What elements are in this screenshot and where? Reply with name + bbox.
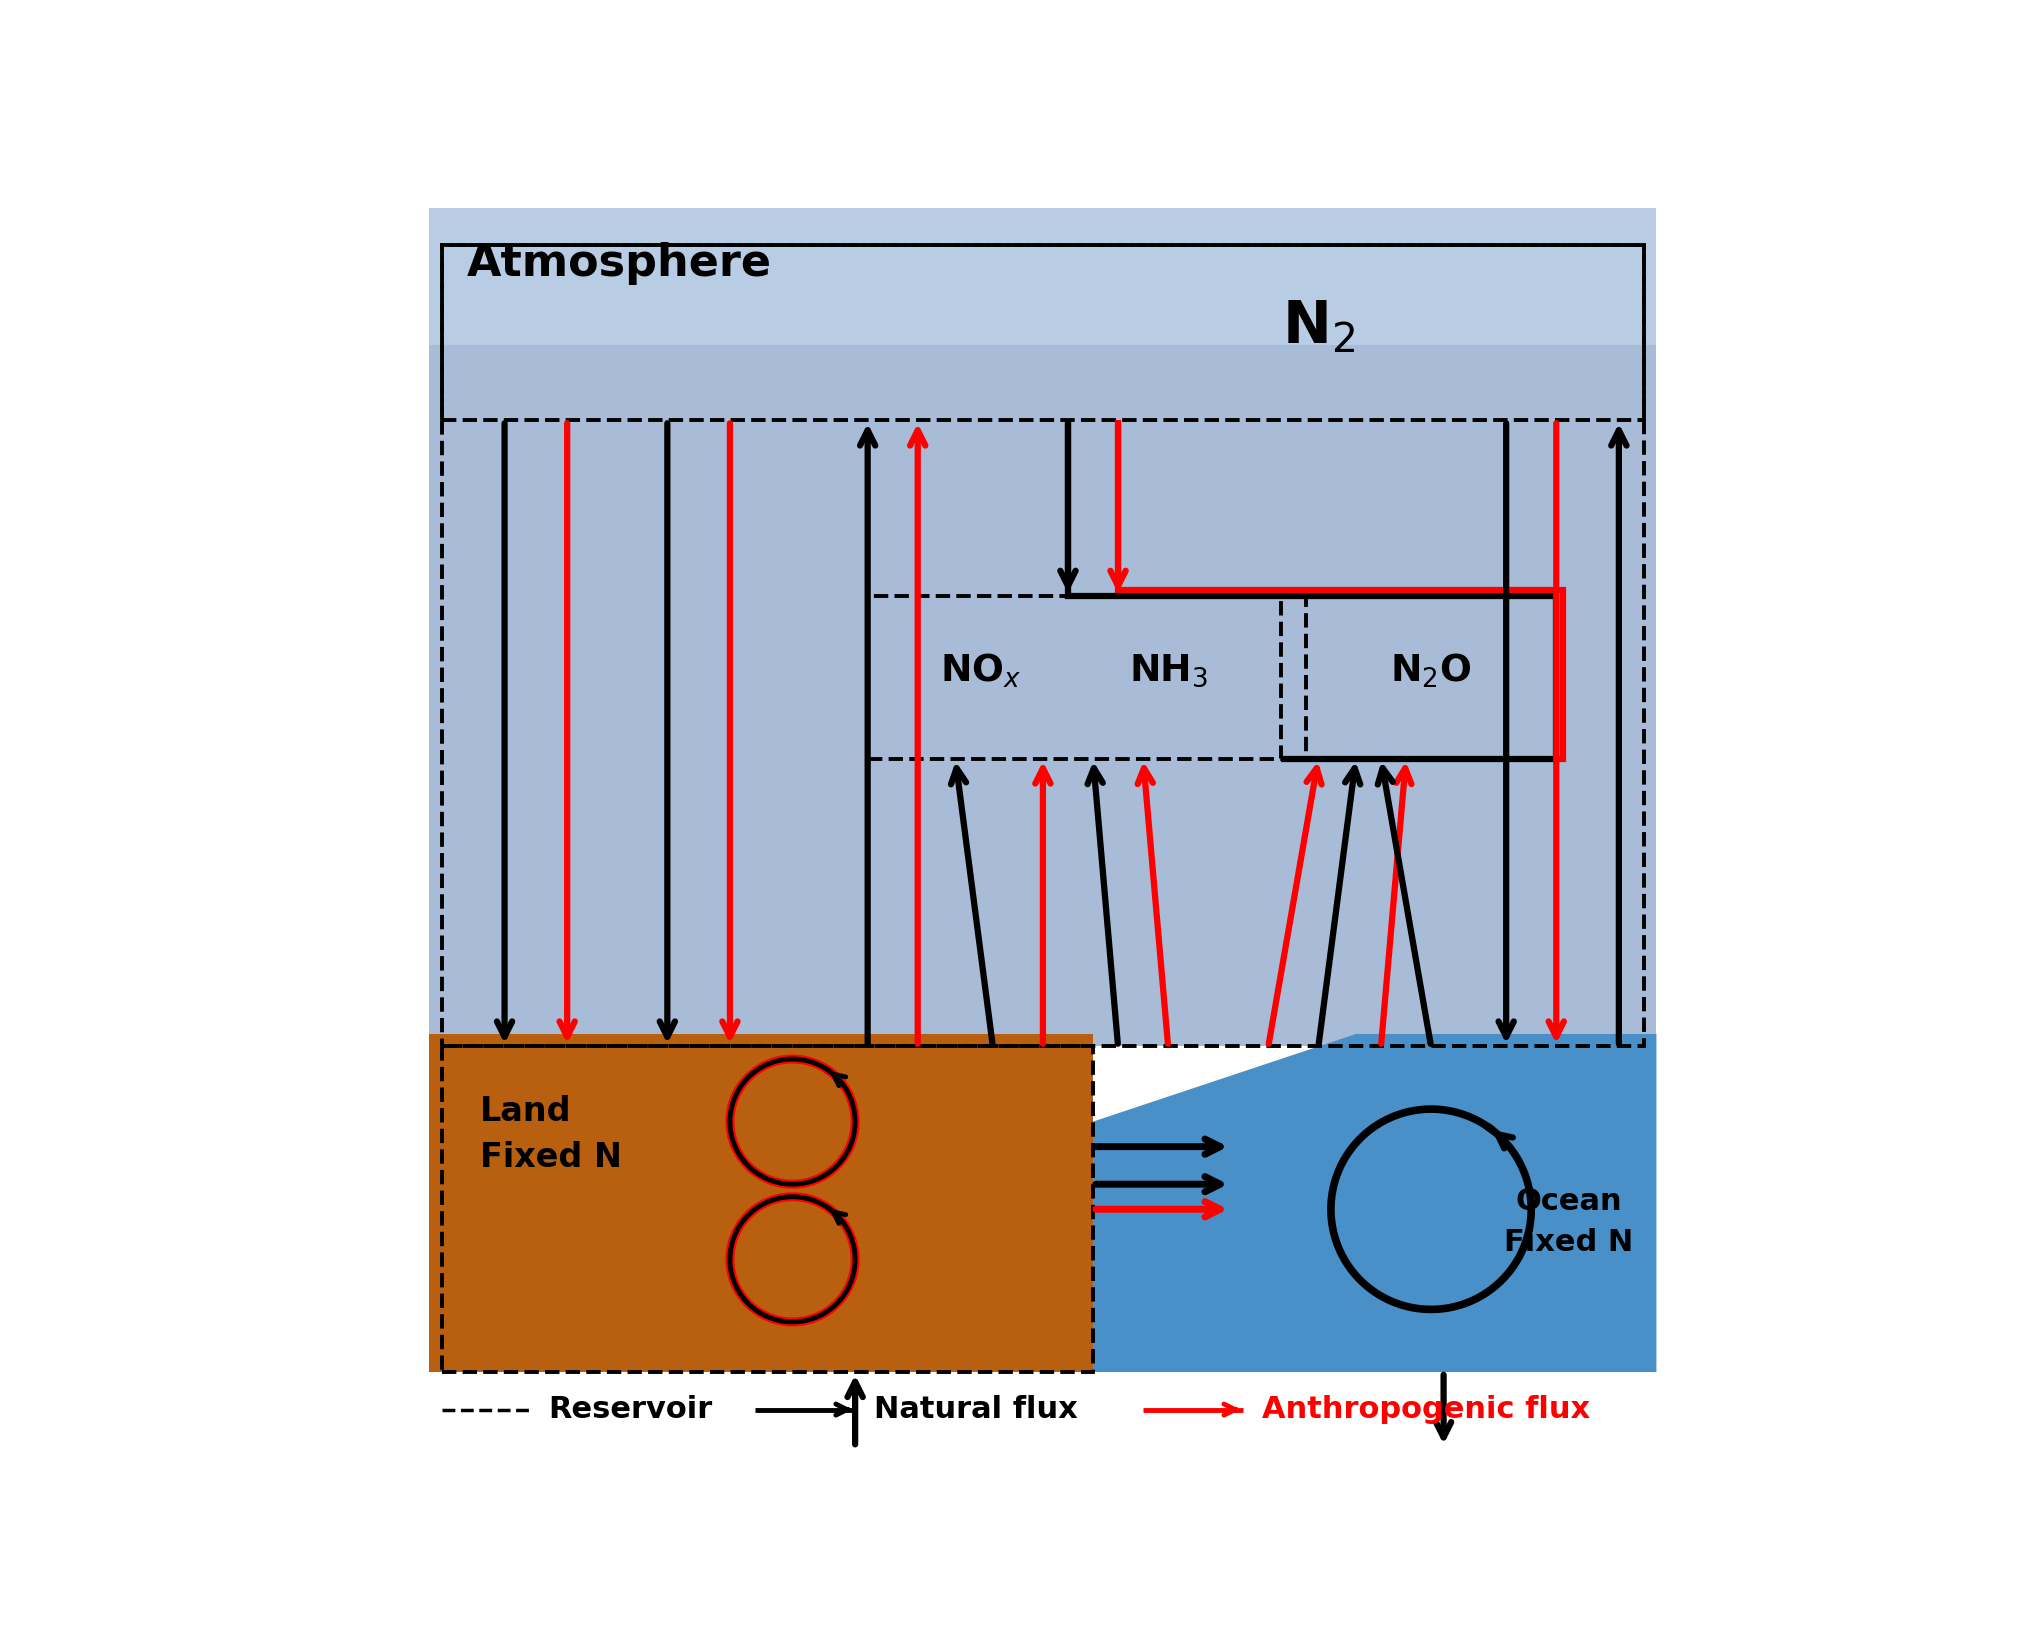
Text: Reservoir: Reservoir: [547, 1395, 712, 1424]
Bar: [442, 1047, 1093, 1372]
Bar: [429, 208, 1656, 345]
Bar: [429, 1034, 1093, 1372]
Text: Land
Fixed N: Land Fixed N: [480, 1094, 621, 1174]
Text: Atmosphere: Atmosphere: [466, 242, 771, 286]
Text: N$_2$: N$_2$: [1282, 298, 1355, 354]
Polygon shape: [1093, 1034, 1656, 1372]
Text: NH$_3$: NH$_3$: [1129, 652, 1207, 689]
Text: NO$_x$: NO$_x$: [940, 652, 1022, 689]
Text: Anthropogenic flux: Anthropogenic flux: [1262, 1395, 1589, 1424]
Bar: [867, 595, 1280, 758]
Bar: [442, 246, 1644, 421]
Text: Natural flux: Natural flux: [873, 1395, 1079, 1424]
Bar: [442, 246, 1644, 1047]
Bar: [429, 220, 1656, 1047]
Text: N$_2$O: N$_2$O: [1390, 652, 1471, 689]
Text: Ocean
Fixed N: Ocean Fixed N: [1504, 1187, 1634, 1257]
Bar: [1306, 595, 1557, 758]
